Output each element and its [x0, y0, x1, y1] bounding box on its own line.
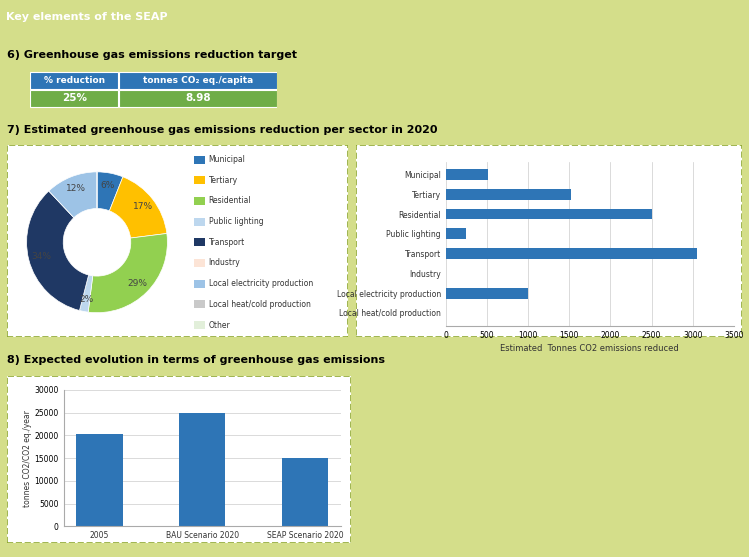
Bar: [194, 280, 204, 288]
Bar: [446, 189, 571, 199]
Bar: [194, 238, 204, 246]
Bar: [446, 288, 528, 299]
Bar: [194, 259, 204, 267]
Text: 29%: 29%: [128, 278, 148, 287]
Wedge shape: [49, 191, 74, 218]
Text: Public lighting: Public lighting: [209, 217, 264, 226]
Bar: [446, 169, 488, 180]
FancyBboxPatch shape: [356, 145, 742, 337]
FancyBboxPatch shape: [7, 145, 348, 337]
Wedge shape: [79, 275, 93, 312]
FancyBboxPatch shape: [31, 90, 118, 107]
Bar: [446, 208, 652, 219]
Bar: [194, 321, 204, 329]
FancyBboxPatch shape: [7, 376, 351, 543]
Text: 7) Estimated greenhouse gas emissions reduction per sector in 2020: 7) Estimated greenhouse gas emissions re…: [7, 125, 438, 135]
Text: 6%: 6%: [100, 181, 115, 190]
Bar: [76, 434, 123, 526]
Text: Other: Other: [209, 320, 231, 330]
Text: Residential: Residential: [209, 197, 251, 206]
Text: Tertiary: Tertiary: [209, 176, 237, 185]
Text: 8.98: 8.98: [185, 94, 211, 104]
Text: 34%: 34%: [31, 252, 51, 261]
Text: % reduction: % reduction: [44, 76, 105, 85]
Bar: [194, 155, 204, 164]
Text: Municipal: Municipal: [209, 155, 246, 164]
Wedge shape: [88, 233, 167, 312]
Text: 2%: 2%: [79, 295, 94, 304]
X-axis label: Estimated  Tonnes CO2 emissions reduced: Estimated Tonnes CO2 emissions reduced: [500, 344, 679, 353]
Bar: [194, 218, 204, 226]
Wedge shape: [27, 191, 88, 310]
Bar: [194, 197, 204, 205]
Bar: [446, 248, 697, 259]
Bar: [446, 228, 466, 240]
Text: Local heat/cold production: Local heat/cold production: [209, 300, 311, 309]
Bar: [179, 413, 225, 526]
FancyBboxPatch shape: [119, 90, 276, 107]
Text: 17%: 17%: [133, 202, 153, 212]
Text: 6) Greenhouse gas emissions reduction target: 6) Greenhouse gas emissions reduction ta…: [7, 50, 297, 60]
Text: tonnes CO₂ eq./capita: tonnes CO₂ eq./capita: [143, 76, 253, 85]
Text: 12%: 12%: [66, 184, 85, 193]
Bar: [282, 458, 328, 526]
Text: Key elements of the SEAP: Key elements of the SEAP: [6, 12, 168, 22]
Text: Local electricity production: Local electricity production: [209, 279, 313, 288]
Text: Industry: Industry: [209, 258, 240, 267]
Wedge shape: [49, 172, 97, 218]
Bar: [194, 300, 204, 309]
Bar: [194, 176, 204, 184]
Text: 25%: 25%: [62, 94, 87, 104]
Y-axis label: tonnes CO2/CO2 eq./year: tonnes CO2/CO2 eq./year: [22, 410, 31, 506]
Text: Transport: Transport: [209, 238, 245, 247]
FancyBboxPatch shape: [119, 72, 276, 89]
FancyBboxPatch shape: [31, 72, 118, 89]
Wedge shape: [109, 177, 167, 238]
Text: 8) Expected evolution in terms of greenhouse gas emissions: 8) Expected evolution in terms of greenh…: [7, 355, 386, 365]
Wedge shape: [97, 172, 123, 211]
